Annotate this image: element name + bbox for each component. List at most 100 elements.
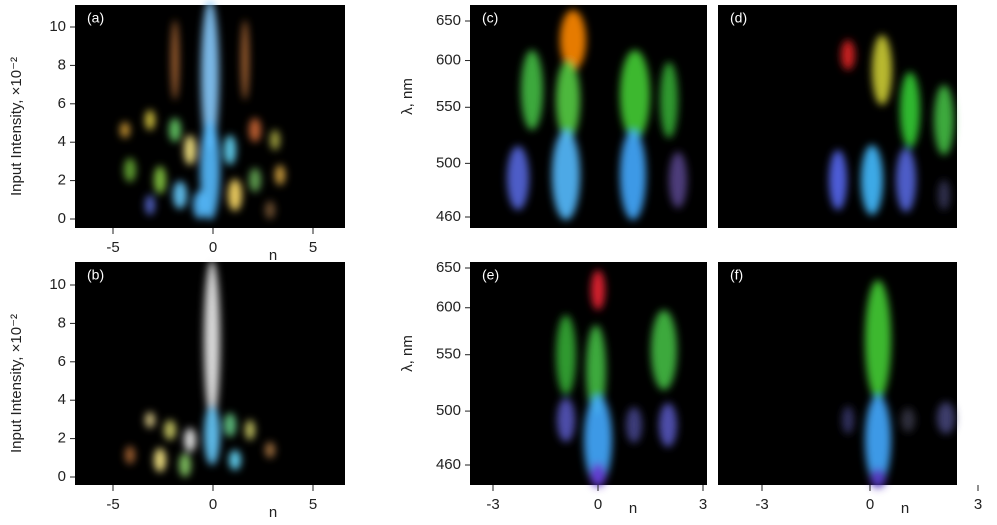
y-tick-label: 500 (436, 154, 461, 171)
y-tick-label: 500 (436, 402, 461, 419)
spot (164, 420, 176, 440)
panel-label: (f) (730, 267, 743, 283)
spot (865, 395, 891, 485)
x-tick-label: -3 (486, 496, 499, 513)
spot (900, 72, 920, 148)
x-axis-label: n (269, 504, 277, 521)
blobs (120, 0, 285, 220)
spot (224, 413, 236, 437)
spot (842, 406, 854, 434)
x-tick-label: 5 (309, 496, 317, 513)
x-tick-label: 3 (699, 496, 707, 513)
spot (201, 0, 219, 150)
y-tick-label: 10 (49, 276, 66, 293)
spot (556, 60, 580, 140)
spot (184, 428, 196, 452)
spot (872, 35, 892, 105)
spot (184, 135, 196, 165)
spot (937, 402, 955, 434)
blobs (556, 270, 677, 487)
spot (626, 407, 642, 443)
spot (265, 201, 275, 219)
y-tick-label: 550 (436, 98, 461, 115)
spot (179, 453, 191, 477)
x-tick-label: 0 (866, 496, 874, 513)
spot (204, 260, 220, 420)
spot (224, 135, 236, 165)
y-tick-label: 2 (58, 430, 66, 447)
x-tick-label: 0 (209, 496, 217, 513)
y-tick-label: 460 (436, 208, 461, 225)
spot (870, 468, 886, 488)
y-tick-label: 600 (436, 52, 461, 69)
y-tick-label: 0 (58, 210, 66, 227)
y-tick-label: 2 (58, 172, 66, 189)
blobs (842, 280, 955, 488)
x-tick-label: -3 (755, 496, 768, 513)
spot (145, 110, 155, 130)
spot (590, 463, 606, 487)
y-axis-label: λ, nm (399, 78, 416, 115)
spot (660, 62, 678, 138)
spot (560, 10, 586, 70)
panel-label: (d) (730, 10, 747, 26)
panel-label: (e) (482, 267, 499, 283)
spot (865, 280, 891, 400)
spot (507, 146, 529, 210)
x-tick-label: 5 (309, 239, 317, 256)
spot (124, 158, 136, 182)
x-axis-label: n (901, 500, 909, 517)
spot (938, 180, 950, 210)
y-axis-label: Input Intensity, ×10⁻² (8, 57, 25, 196)
spot (934, 85, 954, 155)
y-tick-label: 650 (436, 259, 461, 276)
spot (586, 325, 606, 415)
spot (620, 50, 650, 140)
spot (669, 152, 687, 208)
x-tick-label: 0 (209, 239, 217, 256)
y-tick-label: 8 (58, 314, 66, 331)
spot (265, 442, 275, 458)
blobs (829, 35, 954, 215)
x-tick-label: 3 (974, 496, 982, 513)
spot (841, 40, 855, 70)
panel-label: (c) (482, 10, 498, 26)
spot (228, 179, 242, 211)
y-tick-label: 6 (58, 353, 66, 370)
panel-label: (a) (87, 10, 104, 26)
y-axis-label: λ, nm (399, 335, 416, 372)
x-tick-label: -5 (106, 239, 119, 256)
spot (552, 130, 580, 220)
spot (270, 130, 280, 150)
spot (659, 403, 677, 447)
spot (557, 398, 575, 442)
x-axis-label: n (269, 247, 277, 264)
y-tick-label: 8 (58, 56, 66, 73)
spot (173, 181, 187, 209)
spot (145, 195, 155, 215)
spot (245, 420, 255, 440)
spot (169, 118, 181, 142)
spot (120, 122, 130, 138)
spot (651, 310, 677, 390)
spot (229, 450, 241, 470)
y-tick-label: 650 (436, 12, 461, 29)
y-tick-label: 4 (58, 133, 66, 150)
spot (204, 405, 220, 465)
x-axis-label: n (629, 500, 637, 517)
spot (556, 315, 576, 395)
spot (154, 448, 166, 472)
spot (896, 148, 916, 212)
panel-label: (b) (87, 267, 104, 283)
blobs (125, 260, 275, 477)
blobs (507, 10, 687, 220)
spot (125, 446, 135, 464)
y-tick-label: 550 (436, 346, 461, 363)
spot (200, 120, 220, 220)
y-tick-label: 10 (49, 18, 66, 35)
spot (591, 270, 605, 310)
spot (901, 408, 915, 432)
spot (620, 130, 646, 220)
spot (171, 20, 179, 100)
